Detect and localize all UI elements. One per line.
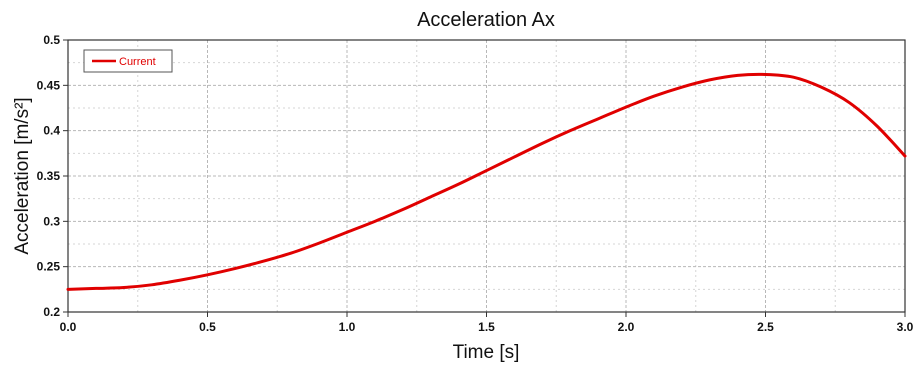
x-tick-label: 0.0 [60,320,77,334]
y-tick-label: 0.5 [43,33,60,47]
x-tick-label: 0.5 [199,320,216,334]
legend-label-current: Current [119,56,156,68]
y-tick-label: 0.3 [43,214,60,228]
x-axis-ticks: 0.0 0.5 1.0 1.5 2.0 2.5 3.0 [60,312,914,334]
x-tick-label: 3.0 [897,320,914,334]
x-tick-label: 1.0 [339,320,356,334]
y-tick-label: 0.35 [37,169,61,183]
legend-box [83,49,173,73]
x-tick-label: 2.0 [618,320,635,334]
y-tick-label: 0.45 [37,78,61,92]
x-tick-label: 2.5 [757,320,774,334]
x-axis-label: Time [s] [453,342,520,363]
grid-lines [68,40,905,312]
series-layer [66,72,907,291]
x-tick-label: 1.5 [478,320,495,334]
y-axis-label: Acceleration [m/s²] [12,97,33,254]
series-line-current [66,72,907,291]
y-tick-label: 0.25 [37,260,61,274]
y-tick-label: 0.4 [43,124,60,138]
plot-area [66,39,907,313]
legend: Current [83,49,173,73]
y-tick-label: 0.2 [43,305,60,319]
y-axis-ticks: 0.2 0.25 0.3 0.35 0.4 0.45 0.5 [37,33,68,319]
chart-title: Acceleration Ax [417,9,555,31]
